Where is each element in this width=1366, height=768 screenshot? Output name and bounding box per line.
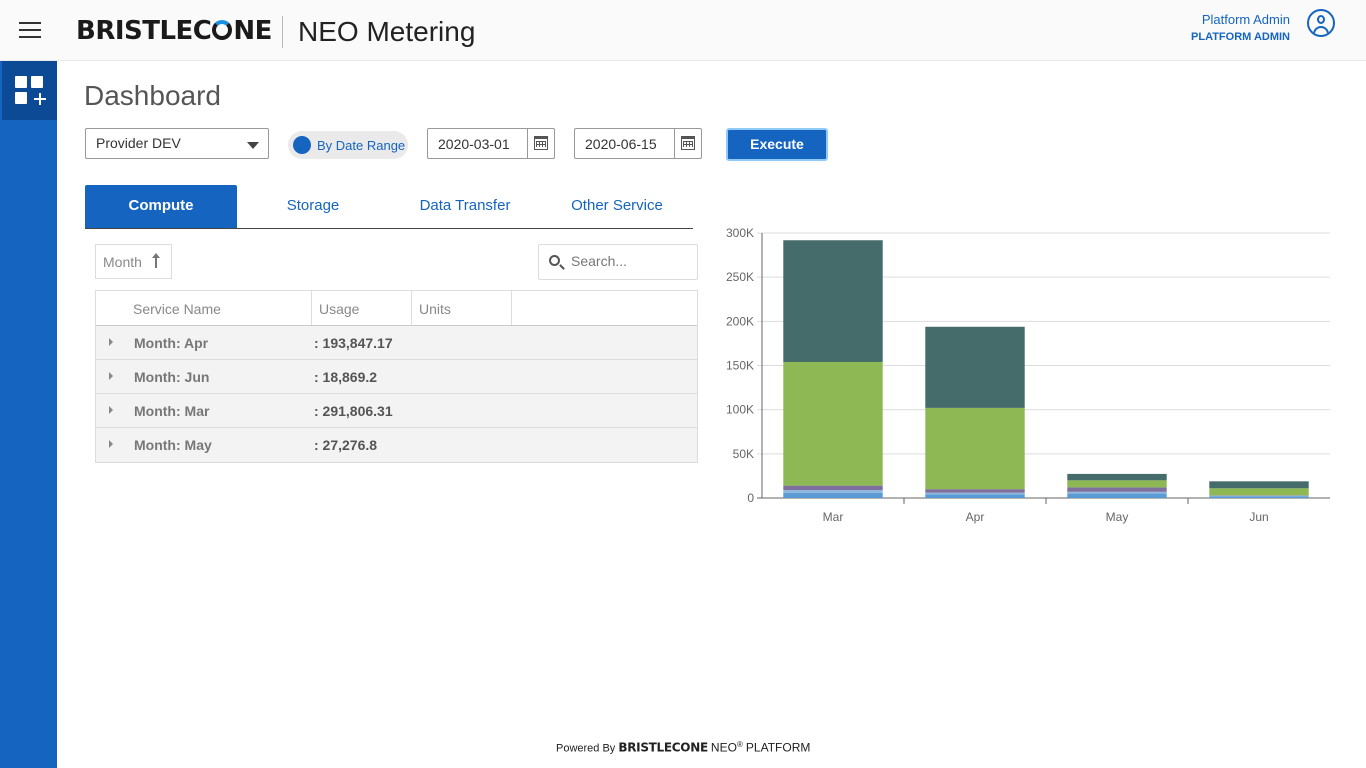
bristlecone-logo: BRISTLEC NE	[76, 16, 272, 46]
expand-caret-icon[interactable]	[109, 406, 113, 414]
bar-segment-mar-1	[783, 490, 883, 493]
tab-data-transfer[interactable]: Data Transfer	[419, 197, 511, 214]
group-row-label: Month: May	[134, 437, 212, 453]
y-tick-label: 50K	[733, 447, 754, 461]
sidebar	[0, 61, 57, 768]
group-row-value: : 27,276.8	[314, 437, 378, 453]
column-header-service-name[interactable]: Service Name	[96, 291, 312, 325]
bar-segment-may-0	[1067, 493, 1167, 498]
start-date-value: 2020-03-01	[438, 136, 510, 152]
usage-stacked-bar-chart: 0 50K 100K 150K 200K 250K 300K Mar Apr May Jun	[726, 226, 1330, 524]
y-tick-label: 150K	[726, 359, 754, 373]
expand-caret-icon[interactable]	[109, 372, 113, 380]
group-row-value: : 193,847.17	[314, 335, 393, 351]
date-range-toggle[interactable]: By Date Range	[288, 131, 408, 159]
calendar-icon	[534, 136, 548, 150]
group-row-jun[interactable]: Month: Jun : 18,869.2	[96, 360, 697, 394]
end-date-value: 2020-06-15	[585, 136, 657, 152]
bar-segment-jun-4	[1209, 481, 1309, 489]
group-row-mar[interactable]: Month: Mar : 291,806.31	[96, 394, 697, 428]
search-input[interactable]	[571, 253, 691, 269]
bar-segment-mar-0	[783, 492, 883, 498]
start-date-picker-button[interactable]	[527, 129, 554, 158]
app-title: NEO Metering	[298, 16, 476, 47]
group-row-value: : 18,869.2	[314, 369, 378, 385]
tab-other-service[interactable]: Other Service	[571, 197, 663, 214]
footer-brand-logo: BRISTLECONE	[618, 740, 708, 755]
x-tick-label: Jun	[1249, 510, 1268, 524]
sort-ascending-icon[interactable]	[152, 253, 160, 268]
user-name: Platform Admin	[1201, 12, 1290, 27]
bar-segment-apr-3	[925, 407, 1025, 490]
end-date-picker-button[interactable]	[674, 129, 701, 158]
bar-segment-may-3	[1067, 480, 1167, 488]
y-tick-label: 250K	[726, 270, 754, 284]
group-by-month-chip[interactable]: Month	[95, 244, 172, 279]
execute-button[interactable]: Execute	[726, 128, 828, 161]
footer: Powered By BRISTLECONE NEO® PLATFORM	[556, 740, 810, 755]
group-row-label: Month: Jun	[134, 369, 210, 385]
bar-segment-mar-3	[783, 361, 883, 486]
expand-caret-icon[interactable]	[109, 440, 113, 448]
group-row-value: : 291,806.31	[314, 403, 393, 419]
header-divider	[282, 16, 283, 48]
bar-segment-may-4	[1067, 473, 1167, 481]
column-header-usage[interactable]: Usage	[312, 291, 412, 325]
column-header-units[interactable]: Units	[412, 291, 512, 325]
tab-storage[interactable]: Storage	[286, 197, 340, 214]
service-tabs: Compute Storage Data Transfer Other Serv…	[85, 185, 693, 229]
y-tick-label: 200K	[726, 314, 754, 328]
footer-platform: PLATFORM	[745, 740, 811, 755]
footer-powered-by: Powered By	[556, 742, 616, 755]
app-header: BRISTLEC NE NEO Metering Platform Admin P…	[0, 0, 1366, 61]
bar-segment-apr-2	[925, 489, 1025, 493]
calendar-icon	[681, 136, 695, 150]
group-row-may[interactable]: Month: May : 27,276.8	[96, 428, 697, 462]
footer-registered-mark: ®	[736, 740, 743, 749]
grid-header: Service Name Usage Units	[96, 291, 697, 326]
group-row-label: Month: Mar	[134, 403, 210, 419]
footer-neo: NEO	[710, 740, 737, 755]
usage-grid: Service Name Usage Units Month: Apr : 19…	[95, 290, 698, 463]
provider-select-value: Provider DEV	[96, 135, 181, 151]
hamburger-menu-icon[interactable]	[19, 22, 41, 38]
x-tick-label: May	[1106, 510, 1129, 524]
provider-select[interactable]: Provider DEV	[85, 128, 269, 159]
bar-segment-apr-0	[925, 494, 1025, 498]
grid-search	[538, 244, 698, 280]
y-tick-label: 0	[747, 491, 754, 505]
bar-segment-mar-4	[783, 240, 883, 362]
group-row-apr[interactable]: Month: Apr : 193,847.17	[96, 326, 697, 360]
end-date-field[interactable]: 2020-06-15	[574, 128, 702, 159]
tab-compute[interactable]: Compute	[85, 185, 237, 228]
chevron-down-icon	[247, 142, 259, 149]
dashboard-nav-button[interactable]	[2, 61, 57, 120]
toggle-label: By Date Range	[317, 138, 406, 153]
bar-segment-jun-0	[1209, 496, 1309, 498]
search-icon	[549, 255, 560, 266]
user-role: PLATFORM ADMIN	[1191, 31, 1290, 43]
bar-segment-mar-2	[783, 485, 883, 491]
y-tick-label: 100K	[726, 403, 754, 417]
bar-segment-apr-1	[925, 492, 1025, 495]
bar-segment-apr-4	[925, 326, 1025, 408]
user-avatar-icon[interactable]	[1307, 9, 1335, 37]
bar-segment-jun-3	[1209, 488, 1309, 496]
x-tick-label: Apr	[966, 510, 985, 524]
bar-segment-may-2	[1067, 487, 1167, 492]
expand-caret-icon[interactable]	[109, 338, 113, 346]
page-title: Dashboard	[84, 80, 221, 111]
group-chip-label: Month	[103, 254, 142, 270]
start-date-field[interactable]: 2020-03-01	[427, 128, 555, 159]
y-tick-label: 300K	[726, 226, 754, 240]
group-row-label: Month: Apr	[134, 335, 209, 351]
toggle-knob	[293, 136, 311, 154]
x-tick-label: Mar	[823, 510, 844, 524]
bar-segment-may-1	[1067, 491, 1167, 494]
